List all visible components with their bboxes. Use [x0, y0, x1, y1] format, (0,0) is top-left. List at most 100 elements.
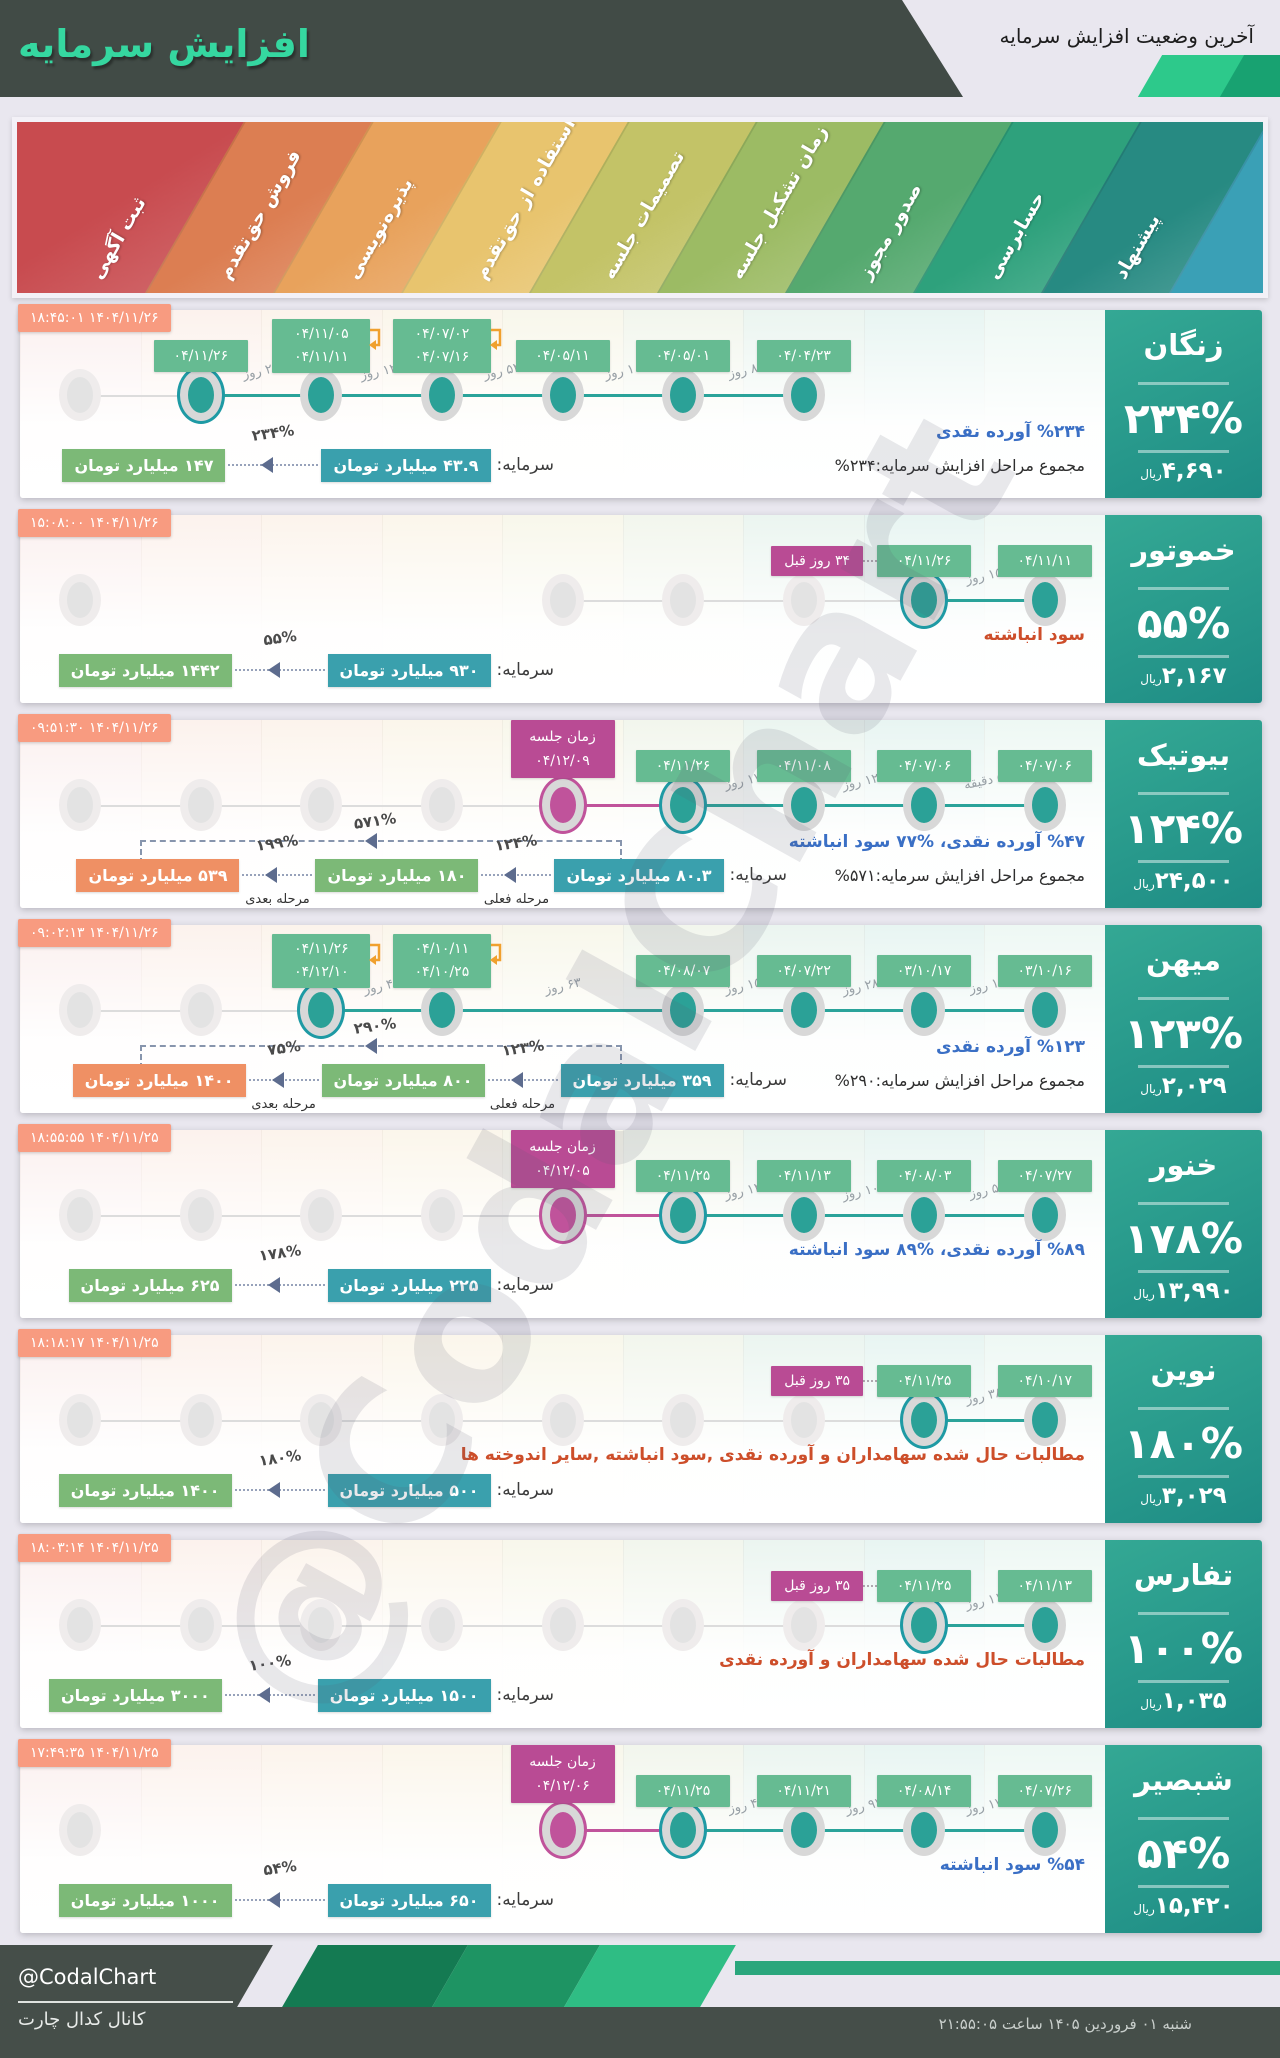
capital-label: سرمایه: [496, 660, 554, 680]
price-value: ۲,۱۶۷ [1161, 663, 1227, 689]
bypass-arrow-head [365, 833, 377, 849]
date-badge: ۰۴/۰۷/۰۶ [877, 750, 972, 782]
timeline-node-gray [179, 779, 222, 831]
company-name: خنور [1149, 1148, 1218, 1182]
money-badge-orange: ۵۳۹ میلیارد تومان [76, 858, 240, 892]
company-name: تفارس [1133, 1558, 1234, 1592]
capital-chain: سرمایه: ۸۰.۳ میلیارد تومان ۱۲۴% مرحله فعلی ۱… [38, 831, 793, 907]
timeline-node-gray [179, 1599, 222, 1651]
company-panel: میهن ۱۲۳% ۲,۰۲۹ریال [1105, 925, 1262, 1113]
footer-handle: @CodalChart [18, 1965, 157, 1989]
price-value: ۳,۰۲۹ [1161, 1483, 1227, 1509]
timeline-line-teal [200, 394, 804, 397]
timeline-node-gray [662, 574, 705, 626]
timeline-node-teal-ringed [179, 369, 222, 421]
badge-connector [863, 560, 878, 562]
timeline-node-teal-ringed [903, 1394, 946, 1446]
note-blue: %۵۴ سود انباشته [939, 1855, 1085, 1875]
panel-divider [1138, 655, 1229, 658]
capital-label: سرمایه: [496, 1275, 554, 1295]
company-card-نوین: ۳۸ روز ۳۵ روز قبل ۰۴/۱۱/۲۵ ۰۴/۱۰/۱۷ مطالبات … [18, 1329, 1262, 1523]
price-unit: ریال [1140, 467, 1162, 481]
badge-line: ۰۴/۰۷/۰۲ [414, 326, 470, 342]
chain-arrow: ۱۸۰% [232, 1446, 328, 1507]
header-bar [0, 0, 963, 97]
timeline-node-gray [782, 574, 825, 626]
money-badge-green: ۶۲۵ میلیارد تومان [68, 1268, 232, 1302]
note-blue: %۱۲۳ آورده نقدی [936, 1037, 1085, 1057]
capital-chain: سرمایه: ۶۵۰ میلیارد تومان ۵۴% ۱۰۰۰ میلیارد … [38, 1857, 560, 1917]
arrow-dotted-line [234, 1284, 325, 1286]
company-card-شبصیر: ۴ روز ۹۷ روز ۱۷ روز زمان جلسه ۰۴/۱۲/۰۶ ۰۴/۱۱/… [18, 1739, 1262, 1933]
company-price: ۳,۰۲۹ریال [1105, 1483, 1262, 1509]
company-panel: تفارس ۱۰۰% ۱,۰۳۵ریال [1105, 1540, 1262, 1728]
capital-chain: سرمایه: ۵۰۰ میلیارد تومان ۱۸۰% ۱۴۰۰ میلیارد… [38, 1446, 560, 1507]
bypass-line [140, 1045, 142, 1069]
return-hook-icon [368, 326, 383, 357]
timeline-line-teal [683, 804, 1045, 807]
price-value: ۴,۶۹۰ [1161, 458, 1227, 484]
price-value: ۲۴,۵۰۰ [1154, 868, 1234, 894]
panel-divider [1138, 792, 1229, 795]
timeline-node-teal [662, 984, 705, 1036]
timeline-node-gray [59, 574, 102, 626]
arrow-dotted-line [224, 1694, 315, 1696]
badge-line: ۰۴/۰۷/۱۶ [414, 349, 470, 365]
timeline-node-teal-ringed [662, 1189, 705, 1241]
timeline-line-teal [683, 1829, 1045, 1832]
date-badge: ۰۴/۰۵/۱۱ [515, 340, 610, 372]
panel-divider [1138, 1407, 1229, 1410]
timeline-gray-line [80, 1625, 925, 1627]
price-unit: ریال [1140, 1082, 1162, 1096]
arrow-head [267, 1482, 280, 1498]
timeline-line-teal [683, 1214, 1045, 1217]
money-badge-teal: ۱۵۰۰ میلیارد تومان [317, 1678, 491, 1712]
date-badge: ۰۴/۰۵/۰۱ [636, 340, 731, 372]
bypass-line [140, 840, 142, 864]
price-unit: ریال [1133, 877, 1155, 891]
timeline-node-teal [782, 369, 825, 421]
price-value: ۱۳,۹۹۰ [1154, 1278, 1234, 1304]
footer-deco-bar [735, 1961, 1280, 1975]
date-badge: ۰۴/۱۰/۱۷ [997, 1365, 1092, 1397]
money-badge-teal: ۶۵۰ میلیارد تومان [327, 1883, 491, 1917]
capital-chain: سرمایه: ۲۲۵ میلیارد تومان ۱۷۸% ۶۲۵ میلیارد … [38, 1241, 560, 1302]
company-total-percent: ۱۰۰% [1124, 1624, 1243, 1673]
price-value: ۲,۰۲۹ [1161, 1073, 1227, 1099]
date-badge: ۰۴/۰۸/۱۴ [877, 1775, 972, 1807]
capital-label: سرمایه: [496, 1890, 554, 1910]
money-badge-green: ۱۴۴۲ میلیارد تومان [58, 653, 232, 687]
panel-divider [1138, 1885, 1229, 1888]
capital-chain: سرمایه: ۹۳۰ میلیارد تومان ۵۵% ۱۴۴۲ میلیارد … [38, 627, 560, 687]
badge-line: ۰۴/۱۰/۱۱ [414, 941, 470, 957]
card-body: ۱۲ روز ۱۰۰ روز ۵ روز زمان جلسه ۰۴/۱۲/۰۵ ۰۴/۱۱… [20, 1130, 1262, 1318]
bypass-arrow-head [365, 1038, 377, 1054]
timeline-node-magenta-ringed [541, 779, 584, 831]
timeline-node-gray [782, 1394, 825, 1446]
arrow-dotted-line [487, 1079, 558, 1081]
date-badge: ۰۴/۰۴/۲۳ [756, 340, 851, 372]
footer-datetime: شنبه ۰۱ فروردین ۱۴۰۵ ساعت ۲۱:۵۵:۰۵ [938, 2015, 1192, 2033]
timeline-node-gray [541, 1599, 584, 1651]
note-dark: مجموع مراحل افزایش سرمایه:۵۷۱% [834, 866, 1085, 885]
badge-line: ۰۴/۱۲/۰۵ [535, 1163, 590, 1179]
timeline-node-magenta-ringed [541, 1804, 584, 1856]
timeline-node-teal [782, 984, 825, 1036]
timeline-node-gray [420, 779, 463, 831]
return-hook-icon [489, 941, 504, 972]
money-badge-green: ۳۰۰۰ میلیارد تومان [49, 1678, 222, 1712]
stage-step-label: مرحله بعدی [245, 892, 310, 907]
timeline-node-gray [300, 1394, 343, 1446]
capital-label: سرمایه: [496, 1480, 554, 1500]
timeline-node-teal [782, 1804, 825, 1856]
stage-step-label: مرحله فعلی [489, 1097, 556, 1112]
timeline-node-gray [662, 1394, 705, 1446]
capital-label: سرمایه: [729, 1070, 787, 1090]
panel-divider [1138, 1680, 1229, 1683]
panel-divider [1138, 1202, 1229, 1205]
timeline-node-gray [420, 1599, 463, 1651]
timestamp-badge: ۱۴۰۴/۱۱/۲۵ ۱۸:۱۸:۱۷ [18, 1329, 171, 1357]
